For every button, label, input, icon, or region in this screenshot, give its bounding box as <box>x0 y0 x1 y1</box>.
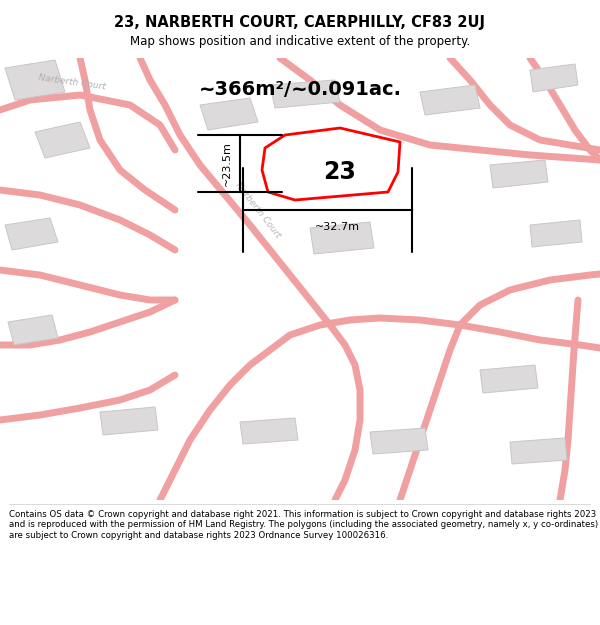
Polygon shape <box>510 438 567 464</box>
Text: ~23.5m: ~23.5m <box>222 141 232 186</box>
Polygon shape <box>262 128 400 200</box>
Polygon shape <box>200 98 258 130</box>
Text: ~32.7m: ~32.7m <box>315 222 360 232</box>
Polygon shape <box>530 64 578 92</box>
Text: Map shows position and indicative extent of the property.: Map shows position and indicative extent… <box>130 34 470 48</box>
Text: ~366m²/~0.091ac.: ~366m²/~0.091ac. <box>199 80 401 99</box>
Polygon shape <box>35 122 90 158</box>
Polygon shape <box>420 85 480 115</box>
Polygon shape <box>100 407 158 435</box>
Polygon shape <box>5 218 58 250</box>
Polygon shape <box>370 428 428 454</box>
Polygon shape <box>5 60 65 100</box>
Text: Contains OS data © Crown copyright and database right 2021. This information is : Contains OS data © Crown copyright and d… <box>9 510 598 540</box>
Text: 23, NARBERTH COURT, CAERPHILLY, CF83 2UJ: 23, NARBERTH COURT, CAERPHILLY, CF83 2UJ <box>115 14 485 29</box>
Text: 23: 23 <box>323 160 356 184</box>
Text: Narberth Court: Narberth Court <box>233 181 283 239</box>
Polygon shape <box>530 220 582 247</box>
Polygon shape <box>310 222 374 254</box>
Text: Narberth Court: Narberth Court <box>38 73 106 91</box>
Polygon shape <box>490 160 548 188</box>
Polygon shape <box>480 365 538 393</box>
Polygon shape <box>8 315 58 345</box>
Polygon shape <box>240 418 298 444</box>
Polygon shape <box>270 80 340 108</box>
